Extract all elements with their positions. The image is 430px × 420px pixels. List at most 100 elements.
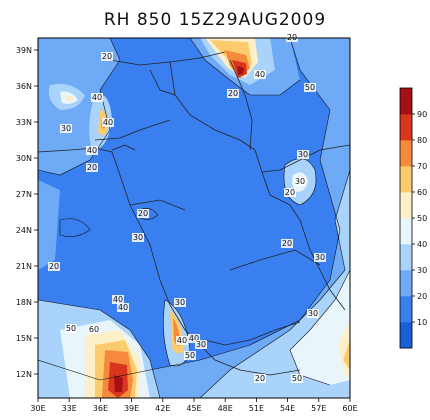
lat-tick-label: 12N xyxy=(16,370,32,379)
contour-label: 40 xyxy=(113,295,123,304)
contour-label-bg xyxy=(304,83,316,92)
contour-label: 40 xyxy=(118,303,128,312)
contour-label: 20 xyxy=(228,89,238,98)
contour-label: 40 xyxy=(189,334,199,343)
lat-tick-label: 30N xyxy=(16,154,32,163)
colorbar-swatch xyxy=(400,140,412,167)
contour-label-bg xyxy=(227,89,239,98)
contour-label: 30 xyxy=(295,177,305,186)
lon-tick-label: 45E xyxy=(186,404,201,413)
colorbar-label: 70 xyxy=(417,162,427,171)
contour-label: 20 xyxy=(87,163,97,172)
contour-label: 30 xyxy=(175,298,185,307)
rh-field xyxy=(38,38,350,398)
lat-tick-label: 24N xyxy=(16,226,32,235)
contour-label-bg xyxy=(281,239,293,248)
contour-label-bg xyxy=(254,70,266,79)
colorbar-label: 60 xyxy=(417,188,427,197)
lon-axis: 30E 33E 36E 39E 42E 45E 48E 51E 54E 57E 60E xyxy=(30,398,358,413)
lat-tick-label: 36N xyxy=(16,82,32,91)
contour-label-bg xyxy=(132,233,144,242)
contour-label: 50 xyxy=(66,324,76,333)
lon-tick-label: 60E xyxy=(342,404,357,413)
colorbar-label: 10 xyxy=(417,318,427,327)
contour-label-bg xyxy=(195,340,207,349)
contour-label-bg xyxy=(188,334,200,343)
lon-tick-label: 57E xyxy=(311,404,326,413)
contour-label-bg xyxy=(112,295,124,304)
contour-label: 30 xyxy=(298,150,308,159)
lon-tick-label: 36E xyxy=(93,404,108,413)
lat-axis: 12N 15N 18N 21N 24N 27N 30N 33N 36N 39N xyxy=(16,46,38,379)
colorbar-label: 80 xyxy=(417,136,427,145)
contour-label: 50 xyxy=(292,374,302,383)
contour-label-bg xyxy=(117,303,129,312)
contour-label-bg xyxy=(60,124,72,133)
contour-label: 40 xyxy=(87,146,97,155)
colorbar-swatch xyxy=(400,166,412,193)
lat-tick-label: 33N xyxy=(16,118,32,127)
contour-label-bg xyxy=(314,253,326,262)
borders xyxy=(38,51,350,376)
contour-label: 20 xyxy=(49,262,59,271)
contour-label: 40 xyxy=(103,118,113,127)
contour-label: 30 xyxy=(61,124,71,133)
contour-label-bg xyxy=(65,324,77,333)
contour-label-bg xyxy=(284,188,296,197)
colorbar-swatch xyxy=(400,192,412,219)
contour-label-bg xyxy=(176,336,188,345)
colorbar-label: 40 xyxy=(417,240,427,249)
contour-label-bg xyxy=(291,374,303,383)
contour-label-bg xyxy=(102,118,114,127)
colorbar-swatch xyxy=(400,322,412,349)
colorbar-label: 30 xyxy=(417,266,427,275)
contour-label: 50 xyxy=(305,83,315,92)
contour-label: 30 xyxy=(308,309,318,318)
contour-label: 20 xyxy=(138,209,148,218)
contour-label: 50 xyxy=(185,351,195,360)
colorbar-label: 90 xyxy=(417,110,427,119)
colorbar-label: 50 xyxy=(417,214,427,223)
lat-tick-label: 18N xyxy=(16,298,32,307)
colorbar-swatch xyxy=(400,296,412,323)
contour-label: 20 xyxy=(285,188,295,197)
contour-label-bg xyxy=(48,262,60,271)
colorbar-swatch xyxy=(400,270,412,297)
contour-label: 60 xyxy=(89,325,99,334)
lon-tick-label: 51E xyxy=(249,404,264,413)
contour-label: 20 xyxy=(282,239,292,248)
colorbar-label: 20 xyxy=(417,292,427,301)
lon-tick-label: 39E xyxy=(124,404,139,413)
contour-label-bg xyxy=(174,298,186,307)
lat-tick-label: 15N xyxy=(16,334,32,343)
contour-label: 40 xyxy=(255,70,265,79)
map-title: RH 850 15Z29AUG2009 xyxy=(103,10,327,30)
lat-tick-label: 39N xyxy=(16,46,32,55)
contour-label-bg xyxy=(307,309,319,318)
contour-label-bg xyxy=(294,177,306,186)
contour-label-bg xyxy=(101,52,113,61)
contour-label: 30 xyxy=(133,233,143,242)
contour-label-bg xyxy=(86,146,98,155)
lon-tick-label: 33E xyxy=(62,404,77,413)
lon-tick-label: 30E xyxy=(30,404,45,413)
contour-label-bg xyxy=(86,163,98,172)
lon-tick-label: 54E xyxy=(280,404,295,413)
contour-label-bg xyxy=(254,374,266,383)
contour-label: 30 xyxy=(315,253,325,262)
contour-label: 20 xyxy=(255,374,265,383)
contour-label-bg xyxy=(137,209,149,218)
colorbar-swatch xyxy=(400,114,412,141)
contour-label: 40 xyxy=(177,336,187,345)
colorbar: 10 20 30 40 50 60 70 80 90 xyxy=(399,87,427,349)
contour-label: 30 xyxy=(196,340,206,349)
colorbar-swatch xyxy=(400,88,412,115)
contour-label-bg xyxy=(91,93,103,102)
contour-label-bg xyxy=(88,325,100,334)
contour-label: 40 xyxy=(92,93,102,102)
contour-label: 20 xyxy=(102,52,112,61)
contour-label-bg xyxy=(184,351,196,360)
contour-label-bg xyxy=(297,150,309,159)
lon-tick-label: 42E xyxy=(155,404,170,413)
